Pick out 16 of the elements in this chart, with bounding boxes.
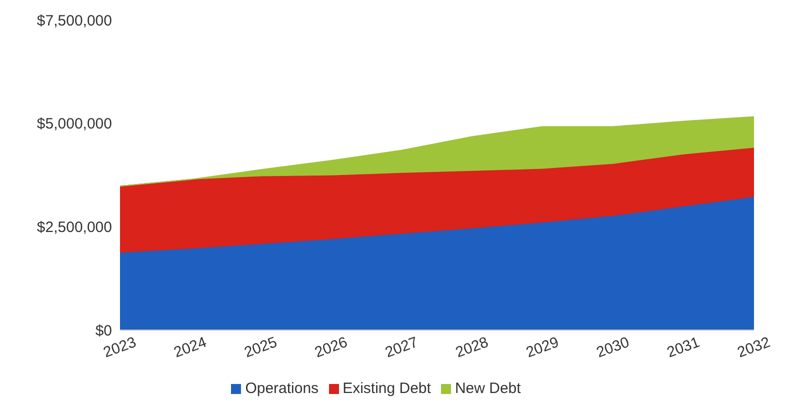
x-tick-label: 2032 <box>735 334 772 362</box>
y-tick-label: $2,500,000 <box>36 218 112 236</box>
y-tick-label: $5,000,000 <box>36 116 112 133</box>
x-tick-label: 2025 <box>242 334 280 362</box>
x-tick-label: 2030 <box>594 334 632 362</box>
x-tick-label: 2024 <box>172 334 209 362</box>
x-tick-label: 2029 <box>524 334 562 362</box>
y-tick-label: $0 <box>95 322 112 340</box>
x-tick-label: 2026 <box>312 334 350 362</box>
legend-label: New Debt <box>454 380 521 397</box>
x-tick-label: 2028 <box>453 334 491 362</box>
x-tick-label: 2031 <box>664 334 702 362</box>
x-tick-label: 2027 <box>383 334 420 362</box>
y-tick-label: $7,500,000 <box>36 12 112 30</box>
legend-label: Existing Debt <box>342 380 431 397</box>
legend-label: Operations <box>245 380 319 397</box>
